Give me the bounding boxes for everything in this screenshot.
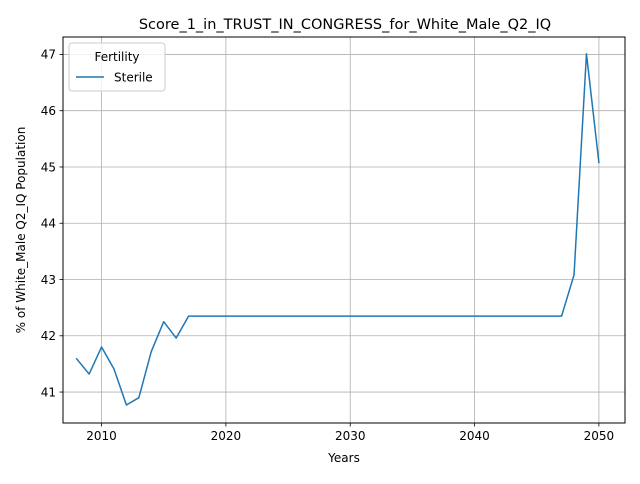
series-layer xyxy=(75,53,600,406)
legend-title: Fertility xyxy=(94,50,139,64)
chart-title: Score_1_in_TRUST_IN_CONGRESS_for_White_M… xyxy=(139,17,551,33)
grid-lines xyxy=(63,37,625,423)
y-tick-label: 42 xyxy=(41,329,56,343)
legend-box xyxy=(68,42,166,92)
plot-area-frame xyxy=(62,36,626,424)
x-tick-label: 2030 xyxy=(335,429,366,443)
y-tick-label: 43 xyxy=(41,273,56,287)
axis-ticks: 2010 2020 2030 2040 2050 41 42 43 44 45 46 47 xyxy=(41,48,614,443)
y-tick-label: 41 xyxy=(41,385,56,399)
x-axis-label: Years xyxy=(327,451,360,465)
x-tick-label: 2040 xyxy=(459,429,490,443)
y-axis-label: % of White_Male Q2_IQ Population xyxy=(14,127,28,334)
x-tick-label: 2050 xyxy=(584,429,615,443)
series-line-sterile xyxy=(75,53,600,406)
legend-label-sterile: Sterile xyxy=(114,71,153,85)
y-tick-label: 45 xyxy=(41,160,56,174)
y-tick-label: 47 xyxy=(41,48,56,62)
y-tick-label: 46 xyxy=(41,104,56,118)
x-tick-label: 2020 xyxy=(211,429,242,443)
y-tick-label: 44 xyxy=(41,217,56,231)
x-tick-label: 2010 xyxy=(86,429,117,443)
legend: Fertility Sterile xyxy=(68,42,166,92)
